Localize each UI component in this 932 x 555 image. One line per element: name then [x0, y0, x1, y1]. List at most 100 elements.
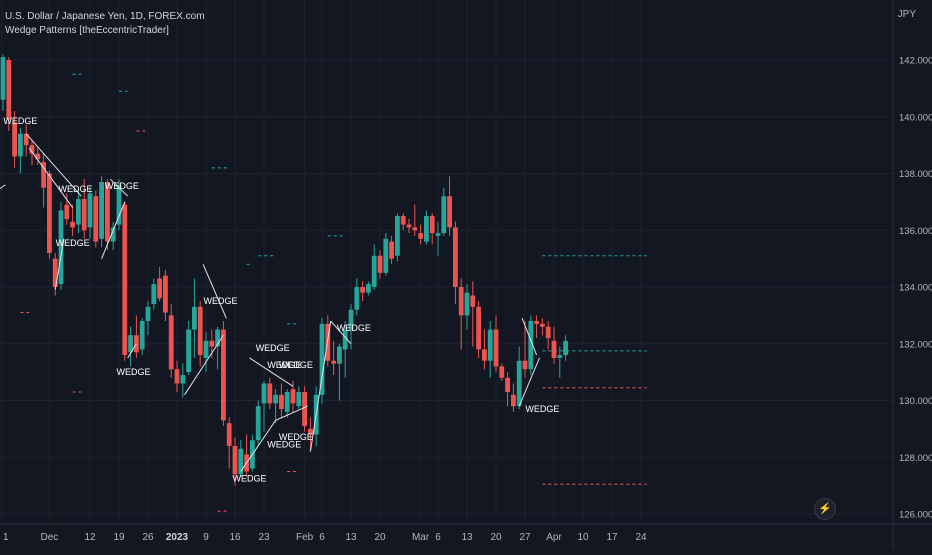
- candle-body: [354, 287, 360, 310]
- time-tick-label: 13: [345, 532, 357, 543]
- time-tick-label: Apr: [546, 532, 562, 543]
- wedge-label: WEDGE: [337, 323, 371, 333]
- price-tick-label: 136.000: [899, 226, 932, 237]
- candle-body: [331, 360, 336, 364]
- candle-body: [232, 445, 238, 475]
- candle-body: [563, 340, 568, 356]
- time-tick-label: 23: [258, 532, 270, 543]
- wedge-line: [240, 420, 277, 472]
- time-tick-label: 9: [203, 532, 209, 543]
- symbol-title[interactable]: U.S. Dollar / Japanese Yen, 1D, FOREX.co…: [5, 11, 205, 22]
- candle-body: [157, 278, 162, 299]
- candle-body: [145, 306, 151, 322]
- candle-body: [389, 241, 394, 259]
- candle-body: [12, 122, 17, 157]
- time-tick-label: Dec: [41, 532, 59, 543]
- candle-body: [93, 196, 99, 242]
- wedge-line: [127, 343, 137, 359]
- time-tick-label: 19: [113, 532, 125, 543]
- time-tick-label: 10: [577, 532, 589, 543]
- lightning-icon[interactable]: ⚡: [814, 498, 836, 520]
- candle-body: [435, 233, 441, 236]
- wedge-label: WEDGE: [267, 360, 301, 370]
- price-tick-label: 142.000: [899, 56, 932, 67]
- price-tick-label: 130.000: [899, 396, 932, 407]
- chart-legend: U.S. Dollar / Japanese Yen, 1D, FOREX.co…: [5, 10, 205, 38]
- candle-body: [203, 340, 209, 358]
- candle-body: [424, 216, 429, 242]
- wedge-label: WEDGE: [105, 181, 139, 191]
- candle-body: [267, 383, 273, 404]
- candle-body: [557, 355, 563, 358]
- wedge-line: [184, 334, 224, 396]
- time-axis[interactable]: 1 Dec 12 19 26 2023 9 16 23 Feb 6 13 20 Mar 6 13 20 27 Apr…: [0, 523, 932, 543]
- candle-body: [464, 292, 470, 316]
- price-tick-label: 128.000: [899, 453, 932, 464]
- candle-body: [482, 349, 487, 361]
- indicator-title[interactable]: Wedge Patterns [theEccentricTrader]: [5, 25, 169, 36]
- candle-body: [139, 321, 145, 350]
- currency-label: JPY: [897, 9, 916, 20]
- candle-body: [110, 227, 116, 242]
- candle-body: [197, 306, 203, 356]
- candle-body: [76, 199, 81, 225]
- wedge-line: [54, 238, 65, 290]
- wedge-line: [275, 405, 308, 421]
- time-tick-label: Feb: [296, 532, 314, 543]
- candle-body: [215, 329, 220, 347]
- time-tick-label: 1: [3, 532, 9, 543]
- time-tick-label: 12: [84, 532, 96, 543]
- wedge-line: [28, 147, 74, 208]
- price-tick-label: 134.000: [899, 283, 932, 294]
- candle-body: [180, 374, 186, 384]
- candle-body: [168, 315, 174, 370]
- candle-body: [395, 216, 400, 256]
- candle-body: [41, 162, 46, 188]
- time-tick-label: 6: [319, 532, 325, 543]
- candle-body: [528, 321, 534, 370]
- candle-body: [493, 329, 499, 367]
- candle-body: [337, 346, 342, 364]
- candle-body: [99, 182, 104, 239]
- candle-body: [122, 204, 128, 356]
- wedge-line: [249, 357, 294, 387]
- wedge-label: WEDGE: [232, 473, 266, 483]
- candle-body: [545, 326, 551, 339]
- candle-body: [105, 182, 110, 242]
- candle-body: [406, 224, 412, 228]
- price-axis[interactable]: 142.000 140.000 138.000 136.000 134.000 132.0…: [892, 0, 932, 550]
- candle-body: [342, 329, 348, 350]
- time-tick-label: 6: [435, 532, 441, 543]
- wedge-label: WEDGE: [279, 432, 313, 442]
- candle-body: [470, 295, 476, 307]
- candle-body: [70, 221, 75, 228]
- candle-body: [58, 210, 64, 285]
- candle-body: [476, 306, 481, 350]
- candle-body: [52, 258, 58, 287]
- wedge-line: [109, 178, 129, 197]
- candle-body: [279, 394, 284, 410]
- candle-body: [360, 287, 365, 293]
- candle-body: [458, 287, 464, 316]
- candle-body: [186, 329, 191, 373]
- time-tick-label: 17: [606, 532, 618, 543]
- time-tick-label: 2023: [166, 532, 189, 543]
- price-tick-label: 126.000: [899, 510, 932, 521]
- candle-body: [116, 184, 122, 225]
- candles: [0, 54, 568, 486]
- candle-body: [522, 360, 528, 370]
- time-tick-label: 20: [374, 532, 386, 543]
- wedge-line: [0, 184, 6, 190]
- candle-body: [453, 227, 458, 287]
- candle-body: [221, 329, 226, 421]
- candle-body: [163, 275, 168, 313]
- wedge-label: WEDGE: [203, 296, 237, 306]
- candle-body: [348, 309, 354, 330]
- candle-body: [400, 216, 406, 225]
- wedge-label: WEDGE: [58, 184, 92, 194]
- candle-body: [366, 284, 371, 293]
